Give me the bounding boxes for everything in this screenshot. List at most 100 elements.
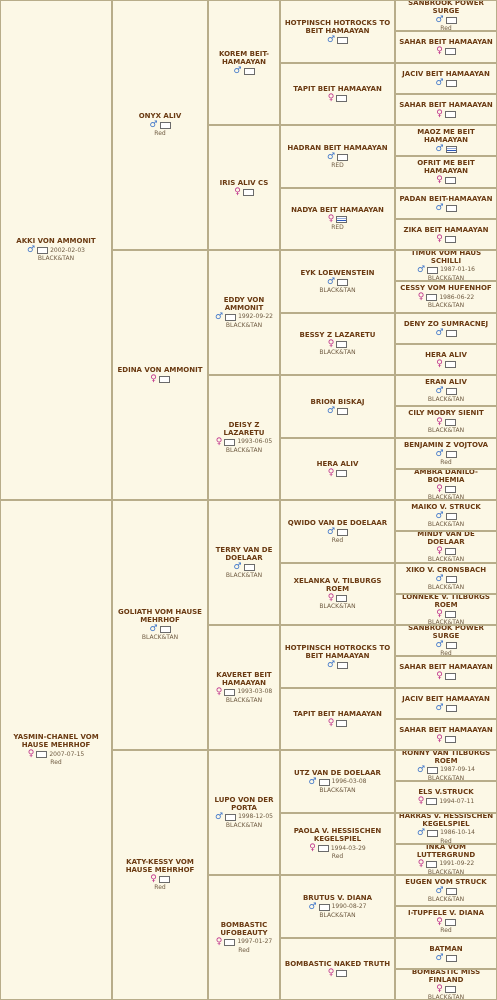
dog-name-link[interactable]: MINDY VAN DE DOELAAR	[417, 531, 475, 546]
dog-name-link[interactable]: DEISY Z LAZARETU	[223, 420, 265, 437]
dog-name-link[interactable]: PAOLA V. HESSISCHEN KEGELSPIEL	[293, 827, 382, 843]
coat-color: BLACK&TAN	[319, 911, 356, 919]
dog-name-link[interactable]: JACIV BEIT HAMAAYAN	[402, 69, 490, 78]
pedigree-cell-d27: ERAN ALIV ♂ BLACK&TAN	[395, 375, 497, 406]
dog-name-link[interactable]: BENJAMIN Z VOJTOVA	[403, 440, 489, 449]
dog-name-link[interactable]: INKA VOM LUTTERGRUND	[416, 844, 476, 859]
dog-name-link[interactable]: TIMUR VOM HAUS SCHILLI	[410, 250, 482, 265]
pedigree-cell-d35: QWIDO VAN DE DOELAAR ♂ Red	[280, 500, 395, 563]
dog-name-link[interactable]: ZIKA BEIT HAMAAYAN	[403, 225, 489, 234]
dog-name-link[interactable]: MAOZ ME BEIT HAMAAYAN	[417, 127, 475, 144]
dog-name-link[interactable]: RONNY VAN TILBURGS ROEM	[401, 750, 491, 765]
dog-name-link[interactable]: HERA ALIV	[425, 350, 467, 359]
flag-placeholder-icon	[444, 110, 456, 118]
dog-name-link[interactable]: AKKI VON AMMONIT	[16, 237, 96, 245]
dog-name-link[interactable]: SAHAR BEIT HAMAAYAN	[399, 100, 493, 109]
dog-name-link[interactable]: YASMIN-CHANEL VOM HAUSE MEHRHOF	[13, 733, 99, 749]
dog-name-link[interactable]: LUPO VON DER PORTA	[214, 795, 274, 812]
dog-name-link[interactable]: BATMAN	[429, 944, 463, 953]
male-symbol-icon: ♂	[326, 526, 336, 537]
dog-info-row: ♂ 2002-02-03	[27, 246, 85, 255]
dog-name-link[interactable]: BRUTUS V. DIANA	[302, 893, 373, 902]
dog-name-link[interactable]: BESSY Z LAZARETU	[299, 331, 376, 339]
dog-name-link[interactable]: QWIDO VAN DE DOELAAR	[287, 518, 388, 527]
female-symbol-icon: ♀	[436, 417, 443, 427]
dog-info-row: ♂	[435, 144, 457, 154]
dog-name-link[interactable]: EYK LOEWENSTEIN	[300, 268, 375, 277]
dog-name-link[interactable]: XIKO V. CRONSBACH	[405, 565, 487, 574]
dog-name-link[interactable]: SANBROOK POWER SURGE	[408, 0, 484, 15]
flag-placeholder-icon	[444, 985, 456, 993]
dog-name-link[interactable]: LONNEKE V. TILBURGS ROEM	[402, 594, 490, 609]
dog-name-link[interactable]: ELS V.STRUCK	[418, 788, 474, 796]
coat-color: BLACK&TAN	[225, 571, 263, 579]
dog-name-link[interactable]: TAPIT BEIT HAMAAYAN	[293, 85, 382, 93]
dog-name-link[interactable]: SAHAR BEIT HAMAAYAN	[399, 663, 493, 671]
dog-name-link[interactable]: SAHAR BEIT HAMAAYAN	[399, 38, 493, 46]
dog-info-row: ♀ 1994-03-29	[309, 844, 365, 853]
dog-name-link[interactable]: EUGEN VOM STRUCK	[405, 877, 487, 886]
dog-name-link[interactable]: JACIV BEIT HAMAAYAN	[402, 694, 490, 703]
dog-name-link[interactable]: HARRAS V. HESSISCHEN KEGELSPIEL	[398, 813, 494, 828]
female-symbol-icon: ♀	[436, 483, 443, 494]
dog-name-link[interactable]: HOTPINSCH HOTROCKS TO BEIT HAMAAYAN	[284, 643, 391, 660]
dog-name-link[interactable]: AMBRA DANILO-BOHEMIA	[414, 469, 478, 484]
dog-name-link[interactable]: I-TUPFELE V. DIANA	[407, 909, 485, 917]
dog-name-link[interactable]: TERRY VAN DE DOELAAR	[215, 545, 273, 562]
dog-info-row: ♀	[436, 47, 456, 56]
dog-name-link[interactable]: BOMBASTIC MISS FINLAND	[411, 969, 481, 984]
coat-color: BLACK&TAN	[427, 493, 465, 500]
dog-name-link[interactable]: SANBROOK POWER SURGE	[408, 625, 484, 640]
dog-name-link[interactable]: GOLIATH VOM HAUSE MEHRHOF	[118, 608, 202, 624]
dog-name-link[interactable]: EDINA VON AMMONIT	[117, 366, 203, 374]
dog-name-link[interactable]: TAPIT BEIT HAMAAYAN	[293, 710, 382, 718]
dog-name-link[interactable]: OFRIT ME BEIT HAMAAYAN	[417, 159, 475, 175]
dog-name-link[interactable]: CILY MODRY SIENIT	[408, 409, 484, 417]
dog-name-link[interactable]: BOMBASTIC NAKED TRUTH	[284, 960, 391, 968]
flag-placeholder-icon	[336, 95, 348, 102]
dog-name-link[interactable]: IRIS ALIV CS	[219, 178, 269, 187]
birth-date: 1997-01-27	[237, 938, 273, 945]
dog-name-link[interactable]: NADYA BEIT HAMAAYAN	[291, 206, 384, 214]
dog-name-link[interactable]: ONYX ALIV	[138, 112, 182, 120]
flag-placeholder-icon	[426, 294, 438, 301]
flag-placeholder-icon	[159, 626, 171, 633]
dog-info-row: ♀ 1993-06-05	[216, 437, 272, 447]
dog-name-link[interactable]: EDDY VON AMMONIT	[223, 295, 265, 312]
dog-name-link[interactable]: HADRAN BEIT HAMAAYAN	[287, 143, 388, 152]
flag-placeholder-icon	[426, 798, 438, 805]
dog-info-row: ♀	[436, 483, 456, 494]
coat-color: BLACK&TAN	[427, 993, 465, 1000]
male-symbol-icon: ♂	[435, 327, 444, 338]
dog-name-link[interactable]: MAIKO V. STRUCK	[411, 502, 481, 511]
dog-name-link[interactable]: KAVERET BEIT HAMAAYAN	[216, 670, 272, 687]
female-symbol-icon: ♀	[327, 593, 335, 603]
dog-name-link[interactable]: BRION BISKAJ	[310, 397, 365, 406]
male-symbol-icon: ♂	[435, 448, 444, 459]
coat-color: BLACK&TAN	[319, 603, 356, 610]
dog-name-link[interactable]: BOMBASTIC UFOBEAUTY	[220, 920, 268, 937]
flag-placeholder-icon	[158, 876, 170, 883]
dog-name-link[interactable]: UTZ VAN DE DOELAAR	[294, 768, 381, 777]
dog-name-link[interactable]: DENY ZO SUMRACNEJ	[403, 319, 489, 328]
birth-date: 1986-10-14	[440, 829, 475, 836]
female-symbol-icon: ♀	[327, 718, 335, 728]
dog-name-link[interactable]: XELANKA V. TILBURGS ROEM	[293, 577, 382, 593]
female-symbol-icon: ♀	[436, 733, 443, 744]
dog-info-row: ♂ 1992-09-22	[215, 312, 273, 322]
dog-info-row: ♀ 1994-07-11	[418, 797, 474, 806]
male-symbol-icon: ♂	[435, 385, 444, 396]
dog-name-link[interactable]: HOTPINSCH HOTROCKS TO BEIT HAMAAYAN	[284, 18, 391, 35]
dog-name-link[interactable]: ERAN ALIV	[425, 377, 467, 386]
dog-name-link[interactable]: HERA ALIV	[316, 460, 359, 468]
dog-name-link[interactable]: SAHAR BEIT HAMAAYAN	[399, 725, 493, 734]
dog-name-link[interactable]: PADAN BEIT-HAMAAYAN	[399, 194, 493, 203]
flag-placeholder-icon	[337, 661, 349, 669]
dog-name-link[interactable]: KOREM BEIT-HAMAAYAN	[218, 49, 269, 66]
dog-info-row: ♂	[327, 406, 349, 416]
male-symbol-icon: ♂	[149, 624, 158, 634]
dog-name-link[interactable]: CESSY VOM HUFENHOF	[400, 284, 492, 292]
flag-placeholder-icon	[336, 720, 348, 727]
flag-placeholder-icon	[427, 266, 439, 274]
dog-name-link[interactable]: KATY-KESSY VOM HAUSE MEHRHOF	[125, 858, 195, 874]
